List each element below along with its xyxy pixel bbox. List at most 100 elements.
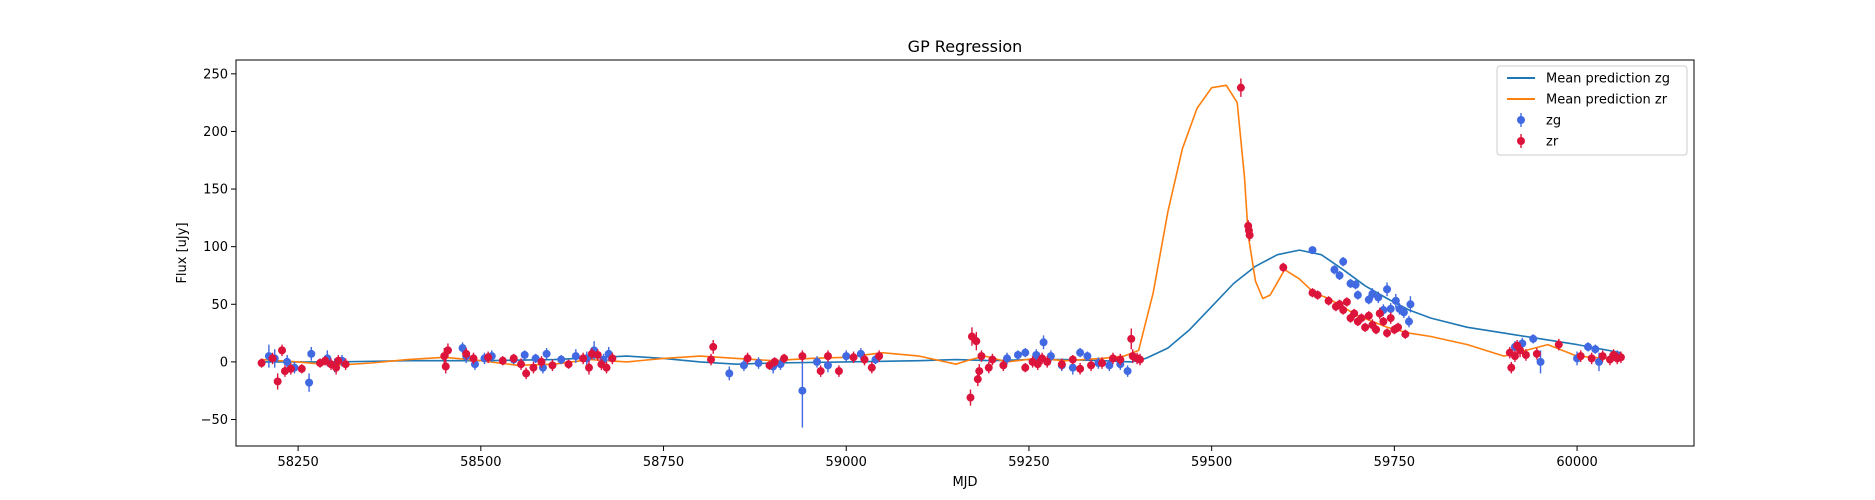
data-point-zr <box>973 375 982 384</box>
data-point-zr <box>1076 364 1085 373</box>
data-point-zg <box>823 361 832 370</box>
data-point-zr <box>268 354 277 363</box>
data-point-zg <box>1003 354 1012 363</box>
data-point-zr <box>509 354 518 363</box>
data-point-zr <box>529 363 538 372</box>
legend-label-zg: zg <box>1546 114 1561 129</box>
data-point-zg <box>1105 361 1114 370</box>
data-point-zr <box>1021 363 1030 372</box>
data-point-zg <box>1339 257 1348 266</box>
data-point-zr <box>1372 325 1381 334</box>
data-point-zr <box>469 354 478 363</box>
data-point-zg <box>1594 357 1603 366</box>
data-point-zr <box>1361 323 1370 332</box>
data-point-zg <box>1032 350 1041 359</box>
data-point-zg <box>1123 367 1132 376</box>
data-point-zg <box>1068 363 1077 372</box>
data-point-zr <box>1386 314 1395 323</box>
data-point-zr <box>1401 330 1410 339</box>
data-point-zg <box>1383 285 1392 294</box>
data-point-zr <box>334 356 343 365</box>
data-point-zg <box>307 349 316 358</box>
x-tick-label: 59500 <box>1191 455 1232 470</box>
legend-label-mean-prediction-zg: Mean prediction zg <box>1546 72 1670 87</box>
data-point-zg <box>1529 334 1538 343</box>
data-point-zr <box>522 369 531 378</box>
data-point-zr <box>1339 306 1348 315</box>
data-point-zr <box>1279 263 1288 272</box>
data-point-zr <box>1350 309 1359 318</box>
data-point-zr <box>1516 346 1525 355</box>
data-point-zr <box>584 363 593 372</box>
data-point-zg <box>542 349 551 358</box>
data-point-zg <box>813 357 822 366</box>
x-axis: 58250 58500 58750 59000 59250 59500 59750 60000 <box>277 446 1598 470</box>
data-point-zr <box>286 364 295 373</box>
data-point-zr <box>484 353 493 362</box>
x-tick-label: 59750 <box>1374 455 1415 470</box>
data-point-zr <box>602 363 611 372</box>
data-point-zr <box>1587 354 1596 363</box>
plot-frame <box>235 59 1695 447</box>
data-point-zr <box>977 352 986 361</box>
data-point-zr <box>823 352 832 361</box>
x-tick-label: 60000 <box>1556 455 1597 470</box>
data-layer <box>257 78 1625 428</box>
data-point-zr <box>1136 355 1145 364</box>
y-tick-label: 50 <box>211 298 228 313</box>
plot-area: 58250 58500 58750 59000 59250 59500 59750 60000… <box>201 59 1695 470</box>
data-point-zr <box>297 364 306 373</box>
y-tick-label: 200 <box>203 125 228 140</box>
data-point-zg <box>1046 352 1055 361</box>
y-axis-label: Flux [uJy] <box>175 222 190 283</box>
data-point-zr <box>1576 352 1585 361</box>
data-point-zg <box>1536 357 1545 366</box>
data-point-zr <box>443 346 452 355</box>
data-point-zg <box>1351 280 1360 289</box>
x-tick-label: 58500 <box>460 455 501 470</box>
data-point-zr <box>875 352 884 361</box>
data-point-zr <box>1375 309 1384 318</box>
y-tick-label: 0 <box>220 355 228 370</box>
data-point-zg <box>1308 246 1317 255</box>
data-point-zr <box>972 337 981 346</box>
data-point-zr <box>707 355 716 364</box>
data-point-zr <box>1057 360 1066 369</box>
data-point-zg <box>1386 304 1395 313</box>
data-point-zr <box>984 363 993 372</box>
data-point-zr <box>321 356 330 365</box>
data-point-zr <box>1236 83 1245 92</box>
y-tick-label: 250 <box>203 67 228 82</box>
data-point-zr <box>1394 323 1403 332</box>
legend-marker-zr <box>1517 137 1525 145</box>
data-point-zg <box>305 378 314 387</box>
data-point-zg <box>842 352 851 361</box>
data-point-zr <box>1507 363 1516 372</box>
data-point-zr <box>1532 349 1541 358</box>
legend-label-mean-prediction-zr: Mean prediction zr <box>1546 93 1668 108</box>
data-point-zr <box>1116 355 1125 364</box>
data-point-zr <box>440 352 449 361</box>
data-point-zg <box>458 344 467 353</box>
data-point-zr <box>999 361 1008 370</box>
data-point-zr <box>860 355 869 364</box>
data-point-zg <box>754 359 763 368</box>
data-point-zr <box>278 346 287 355</box>
data-point-zg <box>1353 291 1362 300</box>
data-point-zr <box>257 359 266 368</box>
data-point-zr <box>1357 314 1366 323</box>
data-point-zg <box>725 369 734 378</box>
y-tick-label: 100 <box>203 240 228 255</box>
data-point-zr <box>1554 340 1563 349</box>
data-point-zg <box>1083 352 1092 361</box>
data-point-zg <box>283 357 292 366</box>
data-point-zg <box>1391 296 1400 305</box>
data-point-zr <box>743 354 752 363</box>
data-point-zr <box>1616 353 1625 362</box>
data-point-zr <box>966 393 975 402</box>
data-point-zr <box>770 357 779 366</box>
data-point-zr <box>780 354 789 363</box>
data-point-zr <box>798 352 807 361</box>
data-point-zg <box>1404 317 1413 326</box>
